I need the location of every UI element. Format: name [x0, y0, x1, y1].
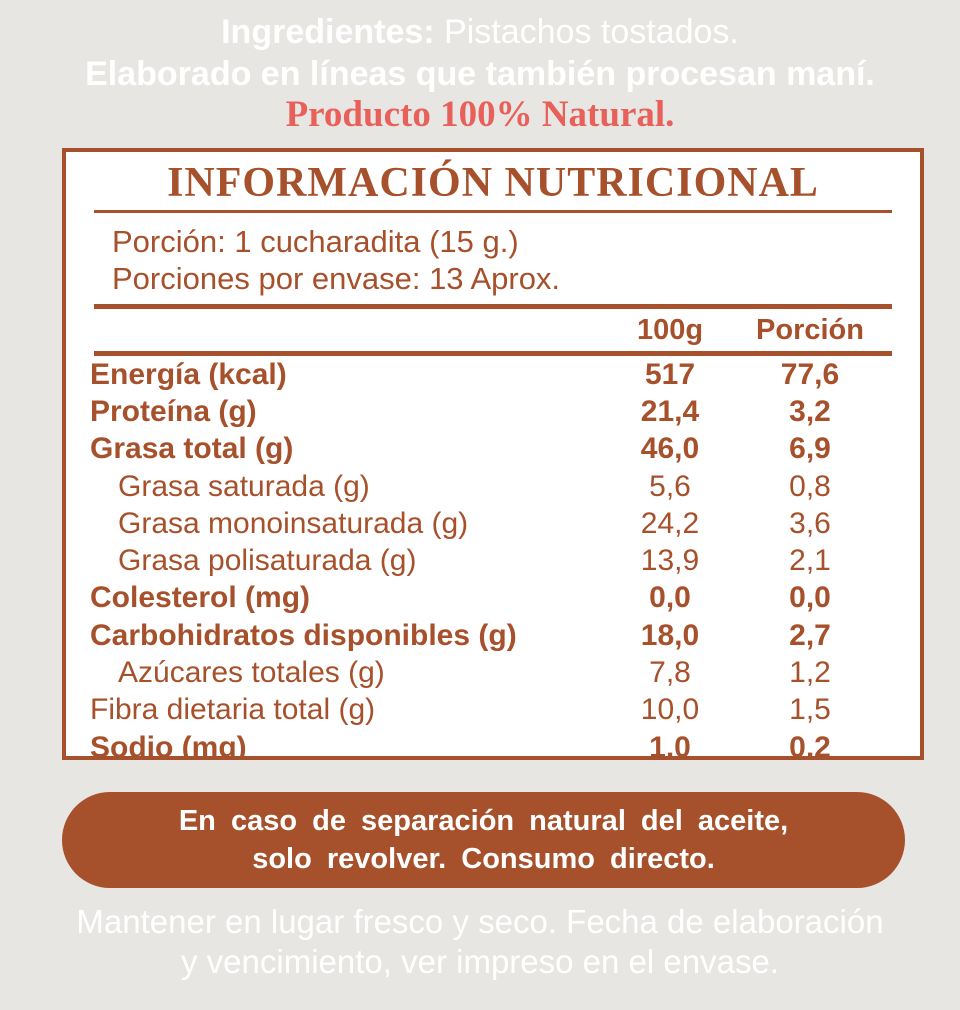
usage-notice-line1: En caso de separación natural del aceite… — [178, 805, 789, 837]
storage-note-line1: Mantener en lugar fresco y seco. Fecha d… — [76, 903, 884, 940]
column-header-portion: Porción — [756, 313, 864, 346]
nutrient-label: Grasa polisaturada (g) — [118, 544, 417, 578]
serving-size-line: Porción: 1 cucharadita (15 g.) — [112, 224, 519, 259]
ingredients-line: Ingredientes: Pistachos tostados. — [0, 12, 960, 52]
column-header-row: 100g Porción — [66, 309, 920, 351]
value-per-100g: 517 — [644, 357, 696, 391]
nutrient-row: Grasa monoinsaturada (g) 24,2 3,6 — [66, 505, 920, 542]
value-per-100g: 21,4 — [640, 394, 700, 428]
value-per-portion: 0,8 — [789, 469, 831, 503]
header-divider — [94, 351, 892, 356]
value-per-100g: 7,8 — [649, 656, 691, 690]
nutrient-label: Grasa total (g) — [90, 432, 294, 466]
value-per-100g: 10,0 — [640, 693, 700, 727]
usage-notice-banner: En caso de separación natural del aceite… — [62, 792, 905, 888]
servings-per-container-line: Porciones por envase: 13 Aprox. — [112, 261, 561, 296]
nutrition-facts-panel: INFORMACIÓN NUTRICIONAL Porción: 1 cucha… — [62, 148, 924, 760]
nutrient-row: Proteína (g) 21,4 3,2 — [66, 393, 920, 430]
value-per-portion: 77,6 — [780, 357, 840, 391]
value-per-portion: 2,7 — [789, 618, 831, 652]
nutrient-label: Colesterol (mg) — [90, 581, 311, 615]
nutrient-row: Fibra dietaria total (g) 10,0 1,5 — [66, 692, 920, 729]
panel-title: INFORMACIÓN NUTRICIONAL — [167, 160, 819, 206]
value-per-100g: 46,0 — [640, 432, 700, 466]
value-per-portion: 6,9 — [789, 432, 831, 466]
header: Ingredientes: Pistachos tostados. Elabor… — [0, 0, 960, 136]
title-divider — [94, 210, 892, 213]
nutrient-row: Grasa total (g) 46,0 6,9 — [66, 431, 920, 468]
column-header-100g: 100g — [636, 313, 704, 346]
value-per-100g: 5,6 — [649, 469, 691, 503]
value-per-portion: 0,2 — [789, 730, 831, 760]
nutrient-label: Proteína (g) — [90, 394, 257, 428]
allergen-notice: Elaborado en líneas que también procesan… — [85, 55, 875, 93]
ingredients-label: Ingredientes: — [221, 13, 435, 51]
value-per-100g: 1,0 — [649, 730, 691, 760]
nutrient-row: Grasa polisaturada (g) 13,9 2,1 — [66, 542, 920, 579]
nutrient-row: Grasa saturada (g) 5,6 0,8 — [66, 468, 920, 505]
nutrient-label: Carbohidratos disponibles (g) — [90, 618, 517, 652]
storage-note-line2: y vencimiento, ver impreso en el envase. — [181, 943, 779, 980]
nutrient-row: Colesterol (mg) 0,0 0,0 — [66, 580, 920, 617]
nutrient-row: Energía (kcal) 517 77,6 — [66, 356, 920, 393]
natural-claim: Producto 100% Natural. — [285, 94, 675, 135]
value-per-100g: 18,0 — [640, 618, 700, 652]
nutrient-row: Carbohidratos disponibles (g) 18,0 2,7 — [66, 617, 920, 654]
nutrient-row: Azúcares totales (g) 7,8 1,2 — [66, 654, 920, 691]
serving-divider — [94, 304, 892, 309]
nutrient-label: Energía (kcal) — [90, 357, 287, 391]
nutrient-row: Sodio (mg) 1,0 0,2 — [66, 729, 920, 760]
value-per-100g: 13,9 — [640, 544, 700, 578]
nutrient-label: Grasa monoinsaturada (g) — [118, 506, 469, 540]
ingredients-value: Pistachos tostados. — [434, 13, 739, 51]
nutrient-label: Sodio (mg) — [90, 730, 247, 760]
value-per-portion: 3,6 — [789, 506, 831, 540]
nutrient-label: Fibra dietaria total (g) — [90, 693, 376, 727]
usage-notice-line2: solo revolver. Consumo directo. — [252, 843, 715, 875]
nutrient-rows: Energía (kcal) 517 77,6 Proteína (g) 21,4 3,2… — [66, 356, 920, 760]
nutrient-label: Azúcares totales (g) — [118, 656, 385, 690]
value-per-100g: 24,2 — [640, 506, 700, 540]
value-per-100g: 0,0 — [649, 581, 691, 615]
value-per-portion: 1,5 — [789, 693, 831, 727]
value-per-portion: 0,0 — [789, 581, 831, 615]
storage-note: Mantener en lugar fresco y seco. Fecha d… — [0, 902, 960, 982]
value-per-portion: 2,1 — [789, 544, 831, 578]
nutrient-label: Grasa saturada (g) — [118, 469, 370, 503]
value-per-portion: 1,2 — [789, 656, 831, 690]
value-per-portion: 3,2 — [789, 394, 831, 428]
